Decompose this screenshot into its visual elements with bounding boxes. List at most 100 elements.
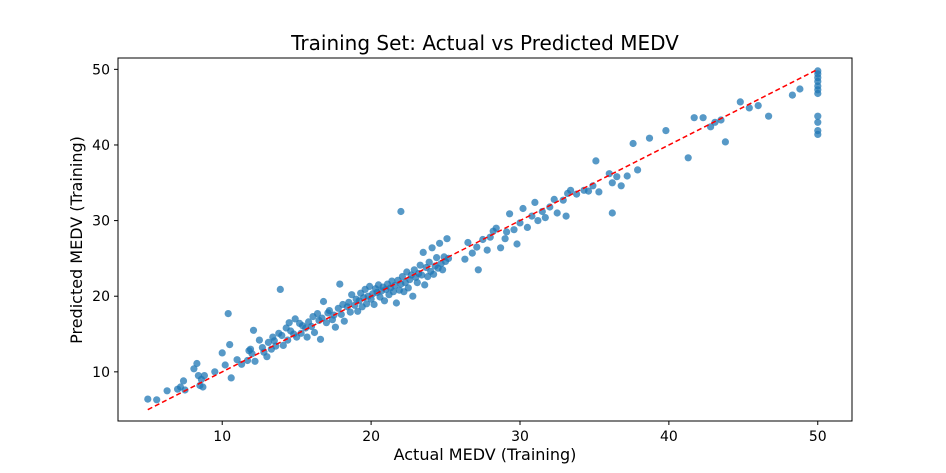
data-point (319, 297, 328, 306)
data-point (424, 273, 432, 281)
data-point (421, 281, 429, 289)
data-point (404, 284, 412, 292)
data-point (662, 127, 670, 135)
data-point (163, 387, 171, 395)
data-point (765, 112, 773, 120)
data-point (276, 285, 284, 293)
plot-area (144, 67, 822, 411)
data-point (510, 226, 518, 234)
data-point (331, 323, 339, 331)
data-point (595, 188, 603, 196)
data-point (562, 212, 570, 220)
x-tick-label: 10 (213, 429, 231, 445)
data-point (284, 336, 292, 344)
data-point (345, 298, 353, 306)
data-point (346, 308, 354, 316)
data-point (503, 228, 511, 236)
data-point (389, 288, 397, 296)
data-point (248, 350, 256, 358)
data-point (221, 361, 229, 369)
chart-title: Training Set: Actual vs Predicted MEDV (290, 31, 679, 55)
data-point (363, 300, 371, 308)
data-point (179, 377, 188, 385)
data-point (567, 186, 575, 194)
data-point (474, 266, 482, 274)
data-point (263, 353, 271, 361)
data-point (516, 219, 524, 227)
data-point (251, 357, 259, 365)
data-point (366, 282, 374, 290)
data-point (736, 98, 744, 106)
data-point (613, 173, 621, 181)
data-point (707, 123, 715, 131)
data-point (497, 244, 505, 252)
data-point (645, 134, 654, 142)
data-point (690, 114, 698, 122)
data-point (380, 297, 389, 305)
data-point (190, 365, 198, 373)
data-point (392, 299, 400, 307)
data-point (285, 319, 293, 327)
data-point (513, 240, 521, 248)
data-point (814, 118, 822, 126)
data-point (413, 279, 421, 287)
data-point (316, 335, 325, 343)
data-point (322, 319, 330, 327)
data-point (416, 261, 424, 269)
data-point (531, 198, 539, 206)
data-point (436, 239, 444, 247)
data-point (249, 326, 258, 334)
y-axis-label: Predicted MEDV (Training) (67, 136, 86, 344)
y-tick-label: 10 (92, 365, 110, 381)
data-point (153, 396, 161, 404)
data-point (227, 374, 235, 382)
data-point (430, 270, 438, 278)
data-point (303, 333, 311, 341)
data-point (336, 280, 344, 288)
x-axis: 10 20 30 40 50 (213, 421, 827, 445)
data-point (226, 341, 234, 349)
data-point (433, 254, 441, 262)
data-point (398, 273, 406, 281)
data-point (473, 243, 481, 251)
data-point (419, 248, 427, 256)
data-point (754, 102, 762, 110)
data-point (279, 341, 287, 349)
data-point (814, 67, 822, 75)
data-point (550, 195, 558, 203)
data-point (796, 85, 804, 93)
data-point (553, 209, 561, 217)
y-tick-label: 50 (92, 62, 110, 78)
data-point (699, 114, 707, 122)
data-point (541, 214, 549, 222)
data-point (425, 258, 433, 266)
x-tick-label: 20 (362, 429, 380, 445)
data-point (297, 329, 305, 337)
data-point (200, 372, 208, 380)
data-point (461, 255, 469, 263)
data-point (238, 360, 246, 368)
data-point (291, 315, 299, 323)
data-point (443, 235, 451, 243)
y-axis: 10 20 30 40 50 (92, 62, 118, 381)
data-point (264, 338, 272, 346)
data-point (721, 138, 730, 146)
data-point (302, 324, 310, 332)
data-point (592, 157, 600, 165)
data-point (629, 139, 637, 148)
data-point (397, 207, 405, 216)
data-point (307, 322, 316, 331)
data-point (391, 282, 399, 290)
data-point (313, 310, 322, 318)
data-point (608, 209, 616, 217)
data-point (814, 127, 822, 135)
data-point (255, 336, 263, 344)
data-point (617, 182, 625, 190)
data-point (409, 292, 417, 300)
data-point (634, 166, 642, 174)
data-point (814, 112, 822, 120)
data-point (318, 314, 326, 322)
data-point (479, 235, 487, 244)
data-point (501, 235, 509, 243)
y-tick-label: 30 (92, 214, 110, 230)
